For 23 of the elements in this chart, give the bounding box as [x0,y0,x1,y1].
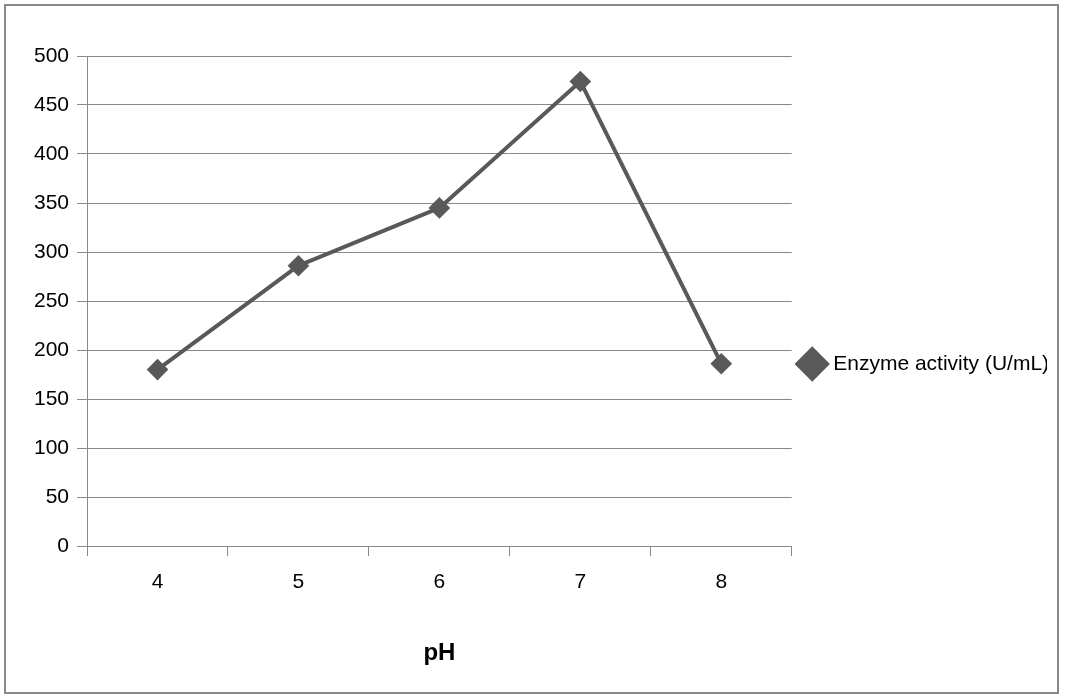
y-tick-label: 400 [33,140,70,164]
y-tick-label: 100 [33,434,70,458]
x-tick-label: 8 [715,569,728,593]
y-tick-label: 150 [33,385,70,409]
x-tick-label: 4 [151,569,164,593]
point [429,197,450,218]
legend-label: Enzyme activity (U/mL) [833,350,1050,374]
x-tick-label: 5 [292,569,305,593]
y-tick-label: 0 [57,532,70,556]
x-tick-label: 6 [433,569,446,593]
y-tick-label: 500 [33,42,70,66]
y-tick-label: 300 [33,238,70,262]
y-tick-label: 200 [33,336,70,360]
y-tick-label: 250 [33,287,70,311]
y-tick-label: 350 [33,189,70,213]
point [288,255,309,276]
y-tick-label: 450 [33,91,70,115]
y-tick-label: 50 [45,483,70,507]
point [711,353,732,374]
x-axis-title: pH [423,638,456,666]
point [147,359,168,380]
point [570,71,591,92]
x-tick-label: 7 [574,569,587,593]
